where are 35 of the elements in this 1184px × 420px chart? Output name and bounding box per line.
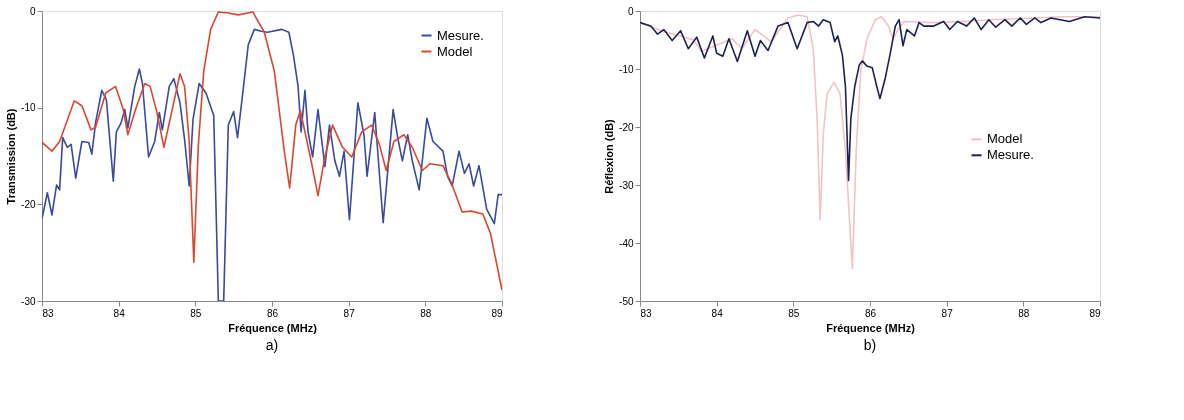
x-tick-label: 86 <box>864 307 877 319</box>
text: b) <box>863 337 877 353</box>
y-tick-label: -20 <box>21 198 36 210</box>
y-tick-label: -10 <box>619 63 634 75</box>
legend-label: Mesure. <box>437 27 484 43</box>
legend-label: Model <box>987 131 1023 147</box>
y-tick-label: -10 <box>21 102 36 114</box>
legend-label: Mesure. <box>987 147 1034 163</box>
x-tick-label: 84 <box>711 307 724 319</box>
x-tick-label: 85 <box>788 307 800 319</box>
y-tick-label: 0 <box>627 5 634 17</box>
y-tick-label: -50 <box>619 295 634 307</box>
y-tick-label: -30 <box>619 179 634 191</box>
legend-label: Model <box>437 43 473 59</box>
y-tick-label: -20 <box>619 121 634 133</box>
x-axis-title: Fréquence (MHz) <box>826 321 916 334</box>
x-axis-title: Fréquence (MHz) <box>228 321 318 334</box>
line-series <box>640 16 1100 182</box>
y-axis-title: Réflexion (dB) <box>603 118 616 194</box>
x-tick-label: 85 <box>190 307 202 319</box>
x-tick-label: 83 <box>640 307 653 319</box>
y-tick-label: 0 <box>29 5 36 17</box>
x-tick-label: 88 <box>420 307 432 319</box>
y-axis-title: Transmission (dB) <box>5 108 18 205</box>
x-tick-label: 88 <box>1018 307 1030 319</box>
x-tick-label: 87 <box>941 307 954 319</box>
x-tick-label: 86 <box>266 307 279 319</box>
x-tick-label: 83 <box>42 307 55 319</box>
text: a) <box>265 337 279 353</box>
x-tick-label: 89 <box>1089 307 1101 319</box>
x-tick-label: 84 <box>113 307 126 319</box>
x-tick-label: 89 <box>491 307 503 319</box>
x-tick-label: 87 <box>343 307 356 319</box>
y-tick-label: -40 <box>619 237 634 249</box>
y-tick-label: -30 <box>21 295 36 307</box>
